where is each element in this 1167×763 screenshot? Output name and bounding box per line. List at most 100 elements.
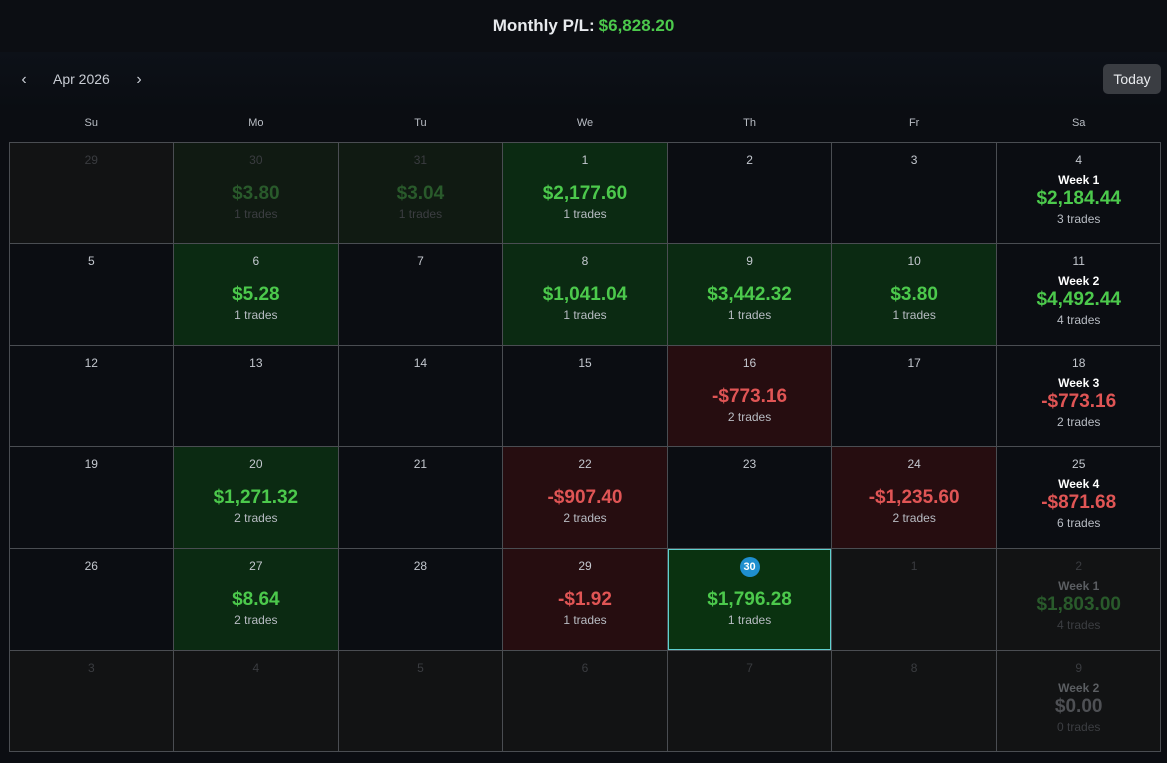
trade-count: 1 trades bbox=[234, 308, 278, 323]
week-summary-cell[interactable]: 9 Week 2 $0.00 0 trades bbox=[995, 649, 1162, 753]
calendar-day-cell[interactable]: 26 bbox=[8, 548, 175, 651]
week-summary-cell[interactable]: 2 Week 1 $1,803.00 4 trades bbox=[995, 548, 1162, 651]
day-number: 6 bbox=[581, 660, 589, 675]
calendar-day-cell[interactable]: 23 bbox=[666, 446, 833, 550]
pl-amount: $0.00 bbox=[1054, 695, 1103, 717]
calendar-day-cell[interactable]: 7 bbox=[337, 243, 504, 346]
pl-amount: $3.80 bbox=[890, 284, 938, 306]
calendar-day-cell[interactable]: 22 -$907.40 2 trades bbox=[502, 446, 668, 550]
trade-count: 3 trades bbox=[1057, 211, 1101, 226]
week-summary-cell[interactable]: 11 Week 2 $4,492.44 4 trades bbox=[995, 243, 1162, 346]
calendar-day-cell[interactable]: 1 bbox=[831, 548, 997, 651]
calendar-day-cell[interactable]: 5 bbox=[337, 649, 504, 753]
calendar-day-cell[interactable]: 6 $5.28 1 trades bbox=[173, 243, 339, 346]
pl-amount: $1,041.04 bbox=[542, 284, 628, 306]
trade-count: 2 trades bbox=[563, 511, 607, 526]
calendar-day-cell[interactable]: 29 -$1.92 1 trades bbox=[502, 548, 668, 651]
week-label: Week 2 bbox=[1058, 680, 1100, 695]
day-number: 27 bbox=[249, 559, 263, 574]
pl-amount: $3.80 bbox=[232, 182, 280, 204]
calendar-day-cell[interactable]: 8 $1,041.04 1 trades bbox=[502, 243, 668, 346]
calendar-day-cell[interactable]: 7 bbox=[666, 649, 833, 753]
calendar-day-cell[interactable]: 31 $3.04 1 trades bbox=[337, 141, 504, 245]
weekday-header: Su Mo Tu We Th Fr Sa bbox=[9, 110, 1161, 142]
calendar-day-cell[interactable]: 30 $1,796.28 1 trades bbox=[666, 548, 833, 651]
day-number: 18 bbox=[1072, 355, 1086, 370]
pl-amount: -$773.16 bbox=[712, 385, 788, 407]
today-badge: 30 bbox=[739, 557, 760, 578]
day-number: 15 bbox=[578, 355, 592, 370]
day-number: 26 bbox=[84, 559, 98, 574]
calendar-day-cell[interactable]: 1 $2,177.60 1 trades bbox=[502, 141, 668, 245]
day-number: 1 bbox=[581, 152, 589, 167]
monthly-pl-value: $6,828.20 bbox=[598, 16, 675, 35]
calendar-day-cell[interactable]: 20 $1,271.32 2 trades bbox=[173, 446, 339, 550]
day-number: 17 bbox=[907, 355, 921, 370]
day-number: 9 bbox=[746, 254, 753, 269]
calendar-day-cell[interactable]: 3 bbox=[8, 649, 175, 753]
trade-count: 4 trades bbox=[1057, 618, 1101, 633]
calendar-day-cell[interactable]: 17 bbox=[831, 344, 997, 448]
calendar-day-cell[interactable]: 15 bbox=[502, 344, 668, 448]
calendar-day-cell[interactable]: 28 bbox=[337, 548, 504, 651]
day-number: 29 bbox=[578, 559, 592, 574]
calendar-day-cell[interactable]: 2 bbox=[666, 141, 833, 245]
day-number: 20 bbox=[249, 457, 263, 472]
chevron-right-icon[interactable]: › bbox=[136, 71, 142, 88]
calendar-day-cell[interactable]: 12 bbox=[8, 344, 175, 448]
weekday-label: We bbox=[576, 117, 594, 129]
trade-count: 2 trades bbox=[234, 613, 278, 628]
trade-count: 4 trades bbox=[1057, 313, 1101, 328]
monthly-pl-header: Monthly P/L: $6,828.20 bbox=[0, 0, 1167, 52]
calendar-day-cell[interactable]: 10 $3.80 1 trades bbox=[831, 243, 997, 346]
calendar-day-cell[interactable]: 14 bbox=[337, 344, 504, 448]
trade-count: 2 trades bbox=[727, 409, 772, 424]
calendar-day-cell[interactable]: 3 bbox=[831, 141, 997, 245]
trade-count: 1 trades bbox=[563, 308, 607, 323]
day-number-wrap: 30 bbox=[739, 557, 760, 578]
pl-amount: $1,271.32 bbox=[213, 487, 299, 509]
calendar-day-cell[interactable]: 27 $8.64 2 trades bbox=[173, 548, 339, 651]
calendar-day-cell[interactable]: 24 -$1,235.60 2 trades bbox=[831, 446, 997, 550]
day-number: 23 bbox=[742, 457, 757, 472]
monthly-pl-label: Monthly P/L: bbox=[492, 16, 595, 35]
weekday-label: Tu bbox=[414, 117, 427, 129]
day-number: 24 bbox=[907, 457, 921, 472]
day-number: 31 bbox=[413, 152, 428, 167]
week-summary-cell[interactable]: 18 Week 3 -$773.16 2 trades bbox=[995, 344, 1162, 448]
day-number: 4 bbox=[1075, 152, 1083, 167]
week-label: Week 1 bbox=[1058, 172, 1100, 187]
calendar-day-cell[interactable]: 29 bbox=[8, 141, 175, 245]
calendar-day-cell[interactable]: 6 bbox=[502, 649, 668, 753]
calendar-toolbar: ‹ Apr 2026 › Today bbox=[0, 52, 1167, 110]
day-number: 5 bbox=[87, 254, 95, 269]
day-number: 8 bbox=[910, 660, 918, 675]
calendar-day-cell[interactable]: 8 bbox=[831, 649, 997, 753]
trade-count: 2 trades bbox=[1057, 414, 1101, 429]
calendar-day-cell[interactable]: 4 bbox=[173, 649, 339, 753]
pl-amount: $2,184.44 bbox=[1036, 187, 1121, 209]
today-button[interactable]: Today bbox=[1103, 64, 1161, 94]
calendar-day-cell[interactable]: 9 $3,442.32 1 trades bbox=[666, 243, 833, 346]
day-number: 12 bbox=[84, 355, 98, 370]
calendar-day-cell[interactable]: 16 -$773.16 2 trades bbox=[666, 344, 833, 448]
day-number: 7 bbox=[417, 254, 424, 269]
day-number: 10 bbox=[907, 254, 921, 269]
calendar-day-cell[interactable]: 13 bbox=[173, 344, 339, 448]
calendar-day-cell[interactable]: 19 bbox=[8, 446, 175, 550]
week-label: Week 4 bbox=[1058, 477, 1100, 492]
week-summary-cell[interactable]: 25 Week 4 -$871.68 6 trades bbox=[995, 446, 1162, 550]
trade-count: 1 trades bbox=[727, 308, 772, 323]
day-number: 3 bbox=[910, 152, 918, 167]
chevron-left-icon[interactable]: ‹ bbox=[21, 71, 27, 88]
calendar-day-cell[interactable]: 21 bbox=[337, 446, 504, 550]
day-number: 5 bbox=[417, 660, 424, 675]
day-number: 21 bbox=[413, 457, 428, 472]
week-summary-cell[interactable]: 4 Week 1 $2,184.44 3 trades bbox=[995, 141, 1162, 245]
day-number: 16 bbox=[742, 355, 757, 370]
calendar-day-cell[interactable]: 30 $3.80 1 trades bbox=[173, 141, 339, 245]
trade-count: 1 trades bbox=[892, 308, 936, 323]
day-number: 30 bbox=[249, 152, 263, 167]
week-label: Week 3 bbox=[1058, 375, 1100, 390]
calendar-day-cell[interactable]: 5 bbox=[8, 243, 175, 346]
